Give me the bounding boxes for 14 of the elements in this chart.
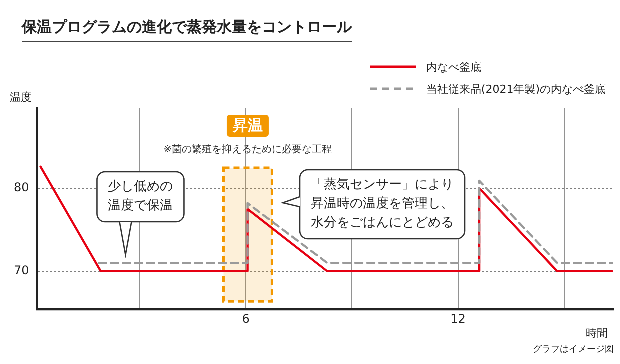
y-tick-label: 80 [14,180,30,195]
legend-label: 内なべ釜底 [426,60,482,74]
text: グラフはイメージ図 [533,344,614,356]
annotation: 少し低めの温度で保温 [108,179,174,214]
x-axis-title: 時間 [586,326,608,341]
annotation: ※菌の繁殖を抑えるために必要な工程 [164,144,332,156]
y-axis-title: 温度 [10,90,32,105]
band-label: 昇温 [232,116,263,134]
chart-title: 保温プログラムの進化で蒸発水量をコントロール [22,18,352,42]
legend-label: 当社従来品(2021年製)の内なべ釜底 [426,82,606,96]
x-tick-label: 12 [450,312,466,326]
y-tick-label: 70 [14,264,30,278]
x-tick-label: 6 [242,312,250,326]
annotation: 「蒸気センサー」により昇温時の温度を管理し、水分をごはんにとどめる [311,177,454,230]
